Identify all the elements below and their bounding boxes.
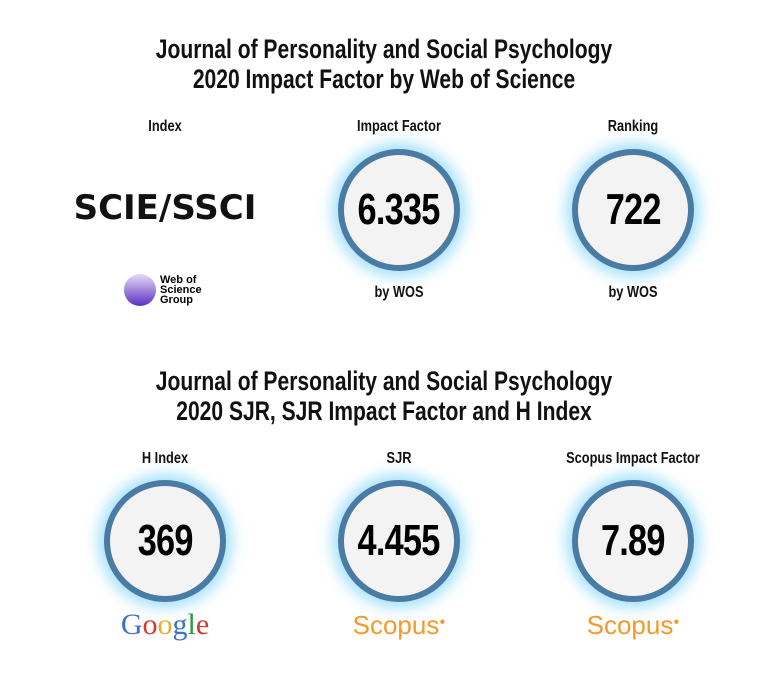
- scopus-logo: Scopus●: [352, 610, 446, 640]
- index-value: SCIE/SSCI: [73, 188, 257, 228]
- google-scholar-logo: Google: [120, 608, 210, 641]
- scopus-logo: Scopus●: [586, 610, 680, 640]
- sjr-label: SJR: [386, 450, 412, 467]
- section1-title: Journal of Personality and Social Psycho…: [155, 34, 613, 94]
- ranking-label: Ranking: [607, 118, 659, 135]
- impact-factor-label: Impact Factor: [357, 118, 441, 135]
- ranking-circle: 722: [572, 149, 694, 271]
- h-index-label: H Index: [141, 450, 189, 467]
- wos-logo-icon: [124, 274, 156, 306]
- sjr-circle: 4.455: [338, 480, 460, 602]
- wos-logo: Web of Science Group: [124, 274, 210, 306]
- impact-factor-circle: 6.335: [338, 149, 460, 271]
- scopus-impact-factor-circle: 7.89: [572, 480, 694, 602]
- h-index-circle: 369: [104, 480, 226, 602]
- impact-source: by WOS: [374, 284, 424, 301]
- scopus-impact-factor-label: Scopus Impact Factor: [566, 450, 700, 467]
- index-label: Index: [148, 118, 182, 135]
- ranking-source: by WOS: [608, 284, 658, 301]
- section2-title: Journal of Personality and Social Psycho…: [155, 366, 613, 426]
